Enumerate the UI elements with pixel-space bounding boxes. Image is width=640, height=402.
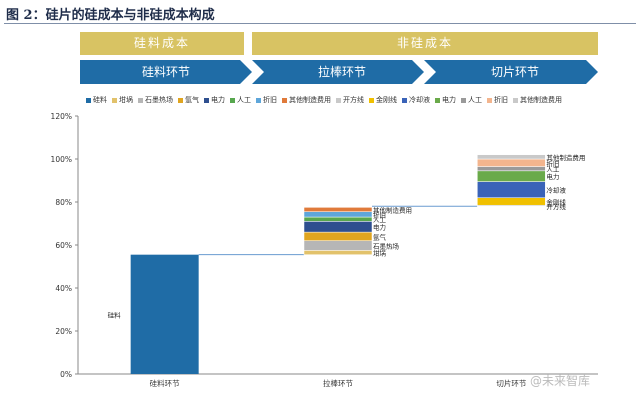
legend-swatch	[435, 97, 440, 103]
legend-swatch	[369, 97, 374, 103]
bar-segment	[477, 158, 546, 167]
legend-item: 硅料	[86, 95, 107, 105]
y-tick-label: 100%	[51, 155, 72, 164]
legend-item: 人工	[461, 95, 482, 105]
process-step-label: 切片环节	[491, 65, 539, 79]
segment-label: 氩气	[373, 232, 387, 241]
segment-label: 人工	[373, 216, 387, 224]
legend-label: 石墨热场	[145, 96, 173, 104]
legend-item: 氩气	[178, 95, 199, 105]
legend-label: 氩气	[185, 96, 199, 104]
legend-swatch	[230, 97, 235, 103]
process-step-label: 硅料环节	[142, 65, 190, 79]
y-tick-label: 20%	[55, 327, 72, 336]
legend-swatch	[282, 97, 287, 103]
title-divider	[4, 23, 636, 24]
x-tick-label: 硅料环节	[150, 378, 180, 388]
legend-item: 折旧	[487, 95, 508, 105]
legend-swatch	[256, 97, 261, 103]
legend-swatch	[487, 97, 492, 103]
segment-label: 开方线	[546, 202, 566, 211]
bar-segment	[477, 197, 546, 206]
watermark: @未来智库	[530, 374, 591, 388]
segment-label: 石墨热场	[373, 242, 400, 251]
bar-segment	[130, 254, 199, 374]
y-tick-label: 40%	[55, 284, 72, 293]
segment-label: 金刚线	[546, 197, 566, 206]
segment-label: 人工	[546, 166, 560, 174]
legend-label: 金刚线	[376, 96, 397, 104]
legend-swatch	[461, 97, 466, 103]
process-step-label: 拉棒环节	[318, 64, 366, 79]
segment-label: 电力	[546, 172, 559, 181]
legend-label: 硅料	[93, 96, 107, 104]
bar-segment	[303, 231, 373, 241]
legend-item: 人工	[230, 95, 251, 105]
legend-swatch	[402, 97, 407, 103]
legend-swatch	[112, 97, 117, 103]
legend-item: 金刚线	[369, 95, 397, 105]
x-tick-label: 拉棒环节	[323, 378, 353, 388]
legend-swatch	[204, 97, 209, 103]
segment-label: 坩埚	[373, 249, 387, 258]
bar-segment	[477, 170, 546, 182]
segment-label: 电力	[373, 223, 386, 232]
segment-label: 硅料	[108, 310, 122, 319]
legend-item: 其他制造费用	[282, 95, 331, 105]
legend-label: 其他制造费用	[289, 96, 331, 104]
segment-label: 其他制造费用	[373, 206, 412, 215]
figure-title: 图 2：硅片的硅成本与非硅成本构成	[6, 8, 215, 23]
bar-segment	[303, 211, 373, 218]
y-tick-label: 60%	[55, 241, 72, 250]
chart-legend: 硅料 坩埚 石墨热场 氩气 电力 人工 折旧 其他制造费用 开方线 金刚线 冷却液 电力 人工 折旧 其他制…	[86, 95, 567, 105]
segment-label: 其他制造费用	[546, 153, 585, 162]
x-tick-label: 切片环节	[496, 378, 526, 388]
legend-label: 开方线	[343, 96, 364, 104]
legend-label: 折旧	[263, 96, 277, 104]
legend-label: 人工	[468, 96, 482, 104]
legend-label: 电力	[442, 96, 456, 104]
bar-segment	[477, 166, 546, 172]
legend-item: 其他制造费用	[513, 95, 562, 105]
bar-segment	[303, 216, 373, 222]
y-tick-label: 0%	[60, 370, 72, 379]
legend-swatch	[86, 97, 91, 103]
process-step-arrow	[424, 60, 598, 84]
bar-segment	[303, 250, 373, 255]
bar-segment	[303, 240, 373, 251]
legend-item: 开方线	[336, 95, 364, 105]
bar-segment	[303, 221, 373, 233]
bar-segment	[477, 181, 546, 198]
y-tick-label: 80%	[55, 198, 72, 207]
process-step-arrow	[80, 60, 252, 84]
legend-label: 折旧	[494, 96, 508, 104]
legend-swatch	[138, 97, 143, 103]
legend-item: 折旧	[256, 95, 277, 105]
legend-item: 坩埚	[112, 95, 133, 105]
bar-segment	[477, 154, 546, 160]
non-silicon-cost-header: 非硅成本	[252, 32, 598, 55]
bar-segment	[303, 207, 373, 212]
legend-label: 冷却液	[409, 96, 430, 104]
silicon-cost-header: 硅料成本	[80, 32, 244, 55]
legend-swatch	[178, 97, 183, 103]
legend-item: 冷却液	[402, 95, 430, 105]
legend-swatch	[513, 97, 518, 103]
legend-item: 石墨热场	[138, 95, 173, 105]
segment-label: 折旧	[373, 210, 386, 219]
segment-label: 冷却液	[546, 186, 566, 195]
legend-label: 电力	[211, 96, 225, 104]
y-tick-label: 120%	[51, 112, 72, 121]
legend-item: 电力	[204, 95, 225, 105]
process-step-arrow	[252, 60, 424, 84]
process-steps-arrows: 硅料环节 拉棒环节 切片环节	[80, 60, 598, 84]
legend-label: 坩埚	[119, 96, 133, 104]
legend-label: 其他制造费用	[520, 96, 562, 104]
segment-label: 折旧	[546, 159, 559, 168]
legend-swatch	[336, 97, 341, 103]
legend-label: 人工	[237, 96, 251, 104]
legend-item: 电力	[435, 95, 456, 105]
